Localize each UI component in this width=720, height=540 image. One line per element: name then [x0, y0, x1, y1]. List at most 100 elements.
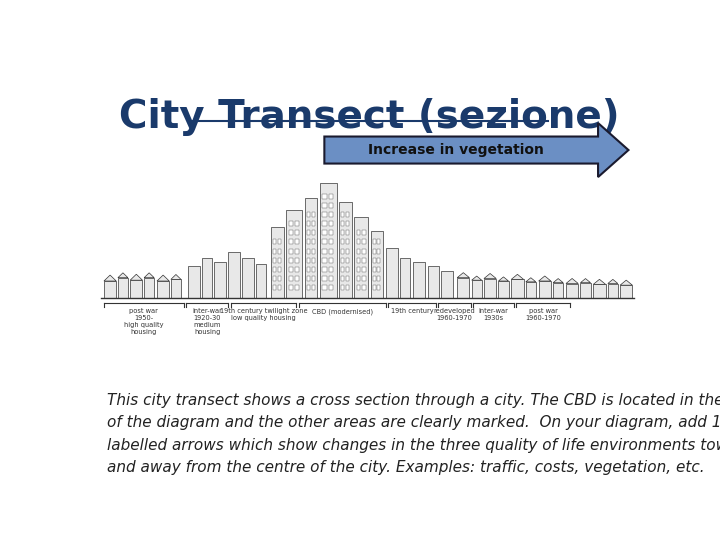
Bar — [278, 258, 282, 263]
Bar — [362, 276, 366, 281]
Bar — [341, 258, 344, 263]
Bar — [441, 271, 454, 298]
Bar — [188, 266, 200, 298]
Bar — [307, 239, 310, 245]
Bar — [312, 285, 315, 290]
Polygon shape — [104, 275, 116, 281]
Polygon shape — [130, 274, 143, 280]
Polygon shape — [498, 277, 508, 281]
Bar — [323, 203, 327, 208]
Bar — [329, 285, 333, 290]
Bar — [202, 258, 212, 298]
Bar — [377, 258, 380, 263]
Bar — [372, 258, 376, 263]
Bar — [372, 267, 376, 272]
Bar — [295, 221, 299, 226]
Bar — [228, 252, 240, 298]
Bar — [305, 198, 317, 298]
Bar — [377, 267, 380, 272]
Bar — [346, 221, 349, 226]
Text: Increase in vegetation: Increase in vegetation — [368, 143, 544, 157]
Bar — [307, 212, 310, 217]
Bar — [323, 239, 327, 245]
Bar — [329, 212, 333, 217]
Bar — [312, 239, 315, 245]
Bar — [278, 285, 282, 290]
Bar — [323, 276, 327, 281]
Polygon shape — [608, 279, 618, 284]
Bar — [346, 248, 349, 254]
Bar — [539, 281, 551, 298]
Bar — [323, 285, 327, 290]
Bar — [356, 239, 360, 245]
Bar — [307, 230, 310, 235]
Bar — [329, 221, 333, 226]
Bar — [346, 267, 349, 272]
Bar — [329, 248, 333, 254]
Bar — [312, 221, 315, 226]
Bar — [273, 276, 276, 281]
Bar — [339, 202, 351, 298]
Bar — [356, 230, 360, 235]
Text: City Transect (sezione): City Transect (sezione) — [119, 98, 619, 136]
Bar — [312, 267, 315, 272]
Polygon shape — [511, 274, 523, 279]
Bar — [289, 258, 292, 263]
Bar — [323, 230, 327, 235]
Bar — [341, 212, 344, 217]
Text: CBD (modernised): CBD (modernised) — [312, 308, 373, 314]
Bar — [289, 267, 292, 272]
Polygon shape — [457, 273, 469, 278]
Bar — [329, 194, 333, 199]
Bar — [307, 267, 310, 272]
Bar — [371, 231, 383, 298]
Polygon shape — [484, 273, 496, 279]
Bar — [341, 267, 344, 272]
Bar — [377, 248, 380, 254]
Bar — [329, 230, 333, 235]
Text: This city transect shows a cross section through a city. The CBD is located in t: This city transect shows a cross section… — [107, 393, 720, 475]
Bar — [329, 267, 333, 272]
Bar — [329, 258, 333, 263]
Bar — [320, 183, 337, 298]
Bar — [307, 276, 310, 281]
Bar — [400, 258, 410, 298]
Bar — [289, 239, 292, 245]
Bar — [256, 265, 266, 298]
Bar — [312, 258, 315, 263]
Bar — [287, 211, 302, 298]
Bar — [323, 212, 327, 217]
Text: inter-war
1920-30
medium
housing: inter-war 1920-30 medium housing — [192, 308, 222, 335]
Bar — [295, 276, 299, 281]
Bar — [341, 248, 344, 254]
Bar — [372, 285, 376, 290]
Bar — [346, 276, 349, 281]
Text: redeveloped
1960-1970: redeveloped 1960-1970 — [433, 308, 475, 321]
Bar — [295, 230, 299, 235]
Polygon shape — [620, 280, 632, 285]
Bar — [242, 258, 254, 298]
Polygon shape — [472, 276, 482, 280]
Bar — [312, 276, 315, 281]
Bar — [356, 248, 360, 254]
Bar — [511, 279, 523, 298]
Bar — [356, 267, 360, 272]
Polygon shape — [580, 279, 590, 282]
Polygon shape — [553, 279, 563, 282]
Polygon shape — [171, 274, 181, 279]
Bar — [273, 267, 276, 272]
Bar — [295, 239, 299, 245]
Bar — [273, 285, 276, 290]
Bar — [130, 280, 143, 298]
Bar — [620, 285, 632, 298]
Bar — [289, 230, 292, 235]
Bar — [289, 221, 292, 226]
Bar — [273, 239, 276, 245]
Bar — [278, 248, 282, 254]
Bar — [346, 258, 349, 263]
Bar — [377, 276, 380, 281]
Bar — [295, 285, 299, 290]
Bar — [278, 267, 282, 272]
Bar — [214, 262, 226, 298]
Text: post war
1960-1970: post war 1960-1970 — [525, 308, 561, 321]
